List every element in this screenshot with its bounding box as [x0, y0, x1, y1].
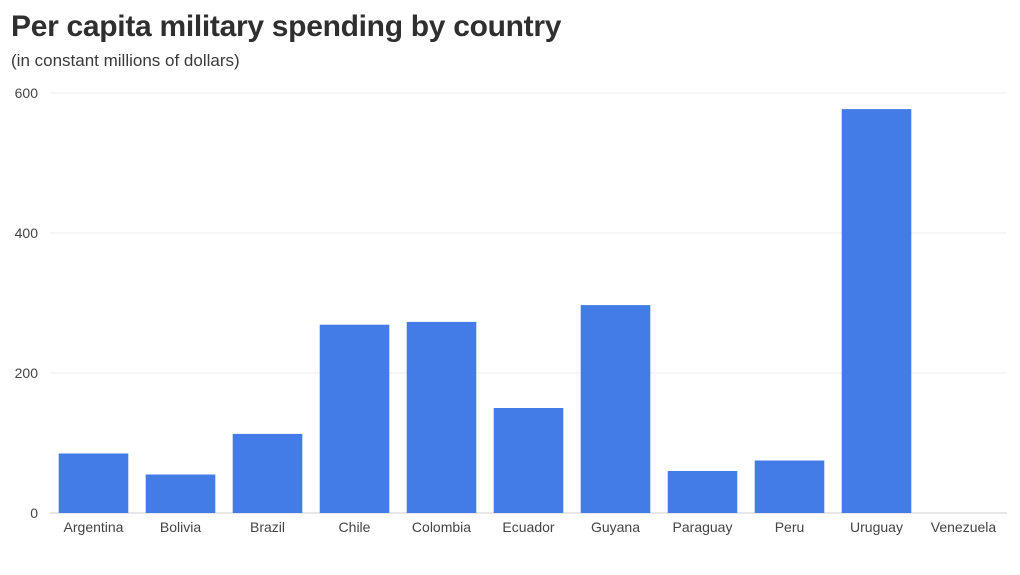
x-tick-label: Chile: [339, 519, 371, 535]
bars: [58, 109, 912, 513]
y-tick-label: 200: [15, 365, 39, 381]
x-tick-label: Peru: [775, 519, 805, 535]
bar-chile: [319, 324, 390, 513]
x-tick-label: Uruguay: [850, 519, 903, 535]
y-tick-label: 600: [15, 85, 39, 101]
x-tick-label: Brazil: [250, 519, 285, 535]
bar-colombia: [406, 321, 477, 513]
x-tick-label: Paraguay: [673, 519, 733, 535]
y-axis: 0 200 400 600: [15, 85, 39, 521]
x-tick-label: Venezuela: [931, 519, 997, 535]
bar-brazil: [232, 433, 303, 513]
bar-paraguay: [667, 471, 738, 513]
y-tick-label: 0: [30, 505, 38, 521]
bar-bolivia: [145, 474, 216, 513]
bar-uruguay: [841, 109, 912, 513]
x-axis: Argentina Bolivia Brazil Chile Colombia Ecuad…: [64, 519, 997, 535]
bar-guyana: [580, 305, 651, 513]
x-tick-label: Bolivia: [160, 519, 201, 535]
y-tick-label: 400: [15, 225, 39, 241]
x-tick-label: Ecuador: [502, 519, 554, 535]
x-tick-label: Colombia: [412, 519, 471, 535]
chart-subtitle: (in constant millions of dollars): [11, 51, 240, 70]
x-tick-label: Guyana: [591, 519, 640, 535]
bar-peru: [754, 460, 825, 513]
x-tick-label: Argentina: [64, 519, 124, 535]
bar-ecuador: [493, 408, 564, 513]
bar-argentina: [58, 453, 129, 513]
chart-title: Per capita military spending by country: [11, 10, 562, 43]
